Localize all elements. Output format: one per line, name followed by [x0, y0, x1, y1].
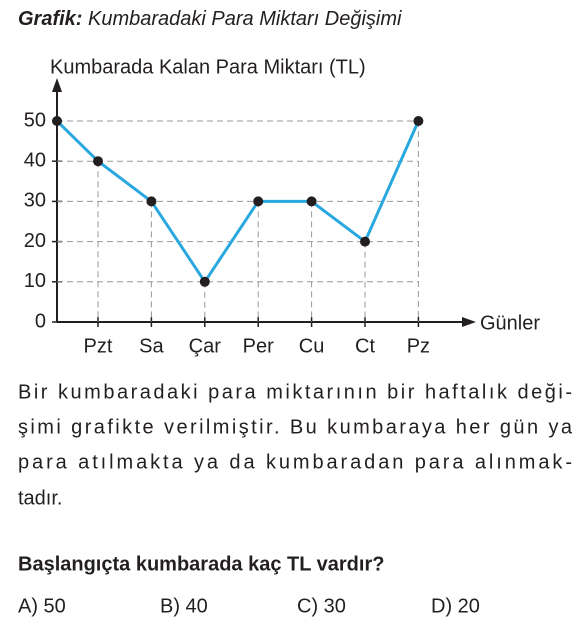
- chart-title: Grafik: Kumbaradaki Para Miktarı Değişim…: [18, 8, 402, 30]
- question: Başlangıçta kumbarada kaç TL vardır?: [18, 553, 384, 575]
- y-tick-label: 20: [24, 230, 46, 252]
- x-tick-label: Çar: [189, 335, 222, 357]
- data-point: [93, 156, 103, 167]
- data-point: [360, 236, 370, 247]
- paragraph-line: tadır.: [18, 487, 62, 509]
- y-tick-label: 10: [24, 270, 46, 292]
- option: C) 30: [297, 595, 346, 617]
- x-tick-label: Ct: [355, 335, 375, 357]
- y-axis-label: Kumbarada Kalan Para Miktarı (TL): [50, 56, 366, 78]
- x-tick-label: Cu: [299, 335, 325, 357]
- data-point: [52, 116, 62, 126]
- data-point: [199, 276, 210, 287]
- option: B) 40: [160, 595, 208, 617]
- data-point: [253, 196, 264, 207]
- option: A) 50: [18, 595, 66, 617]
- data-point: [306, 196, 317, 207]
- title-label: Grafik:: [18, 8, 82, 30]
- x-tick-label: Sa: [139, 335, 164, 357]
- x-axis-arrow: [462, 317, 476, 327]
- paragraph-line: para atılmakta ya da kumbaradan para alı…: [18, 451, 572, 473]
- paragraph-line: Bir kumbaradaki para miktarının bir haft…: [18, 381, 572, 403]
- y-axis-arrow: [52, 78, 62, 92]
- x-tick-label: Pzt: [84, 335, 113, 357]
- x-tick-label: Per: [243, 335, 274, 357]
- x-tick-label: Pz: [407, 335, 430, 357]
- y-tick-label: 0: [35, 310, 46, 332]
- title-text: Kumbaradaki Para Miktarı Değişimi: [88, 8, 402, 30]
- x-axis-label: Günler: [480, 312, 540, 334]
- data-line: [55, 119, 420, 284]
- paragraph-line: şimi grafikte verilmiştir. Bu kumbaraya …: [18, 416, 573, 438]
- data-point: [146, 196, 157, 207]
- y-tick-label: 30: [24, 190, 46, 212]
- option: D) 20: [431, 595, 480, 617]
- y-tick-label: 40: [24, 149, 46, 171]
- data-point: [413, 116, 424, 126]
- y-tick-label: 50: [24, 109, 46, 131]
